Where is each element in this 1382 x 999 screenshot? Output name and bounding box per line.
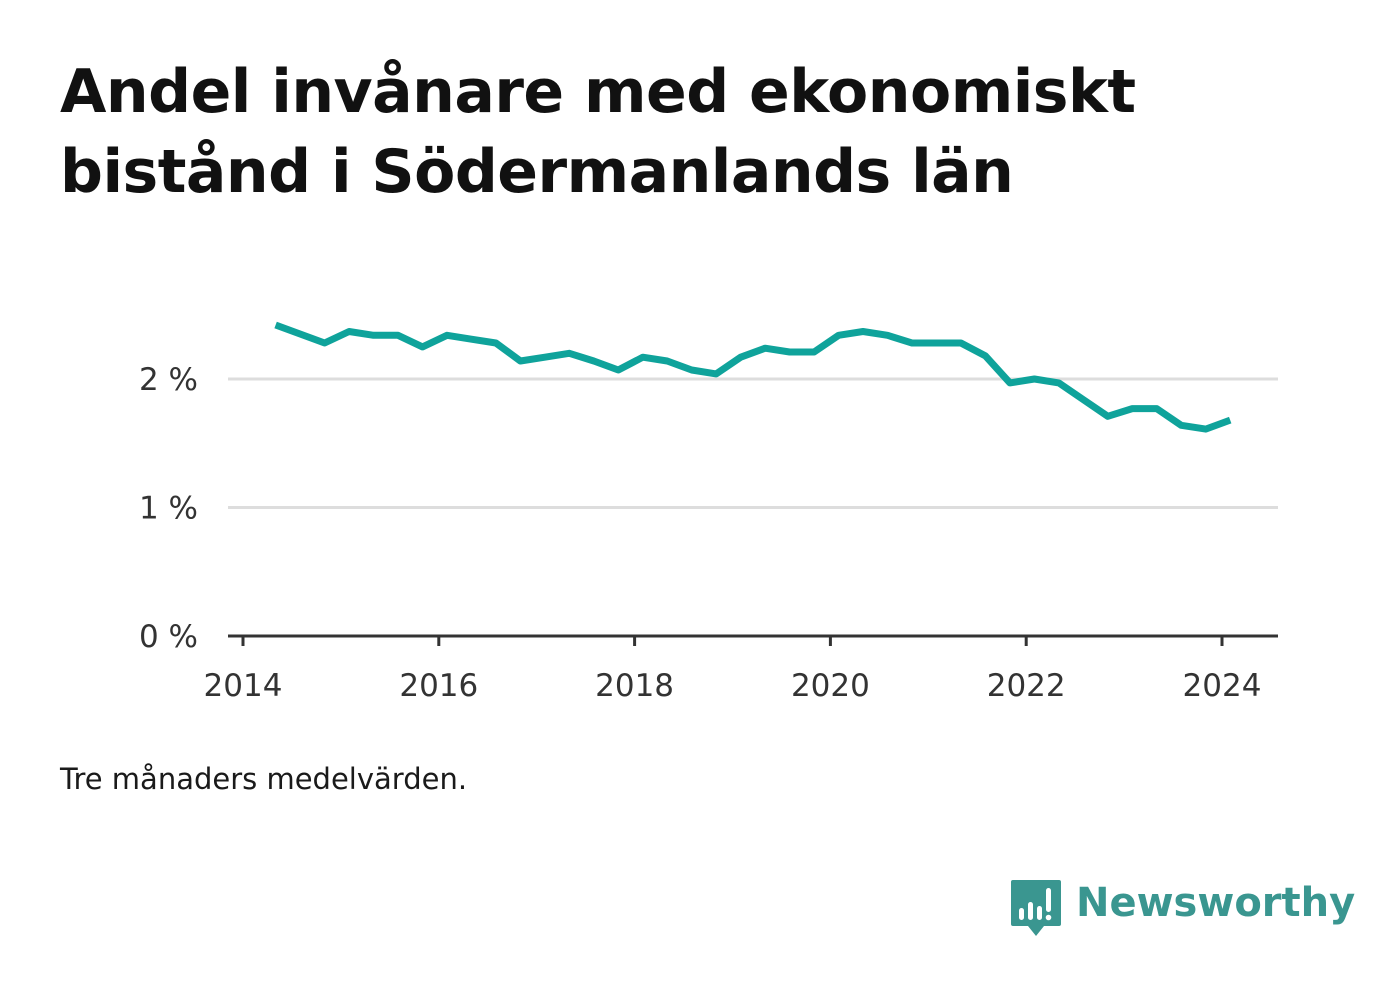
newsworthy-logo-icon bbox=[1011, 880, 1061, 936]
x-tick-label: 2022 bbox=[987, 668, 1066, 704]
x-tick-label: 2020 bbox=[791, 668, 870, 704]
x-axis bbox=[228, 634, 1278, 646]
x-tick-label: 2016 bbox=[399, 668, 478, 704]
brand-logo: Newsworthy bbox=[1010, 878, 1355, 940]
y-tick-label: 0 % bbox=[139, 619, 198, 655]
series-line bbox=[274, 321, 1232, 433]
x-tick-label: 2014 bbox=[204, 668, 283, 704]
x-tick-label: 2018 bbox=[595, 668, 674, 704]
x-axis-labels: 2014 2016 2018 2020 2022 2024 bbox=[204, 668, 1262, 704]
series-layer bbox=[274, 321, 1232, 433]
y-tick-label: 1 % bbox=[139, 491, 198, 527]
chart-note: Tre månaders medelvärden. bbox=[60, 762, 468, 796]
y-axis-labels: 0 % 1 % 2 % bbox=[139, 362, 198, 655]
gridlines bbox=[228, 377, 1278, 509]
x-tick-label: 2024 bbox=[1183, 668, 1262, 704]
brand-name: Newsworthy bbox=[1076, 880, 1356, 926]
line-chart: 0 % 1 % 2 % 2014 2016 2018 2020 2022 2024 bbox=[139, 321, 1278, 704]
y-tick-label: 2 % bbox=[139, 362, 198, 398]
chart-title: Andel invånare med ekonomiskt bistånd i … bbox=[60, 57, 1136, 207]
